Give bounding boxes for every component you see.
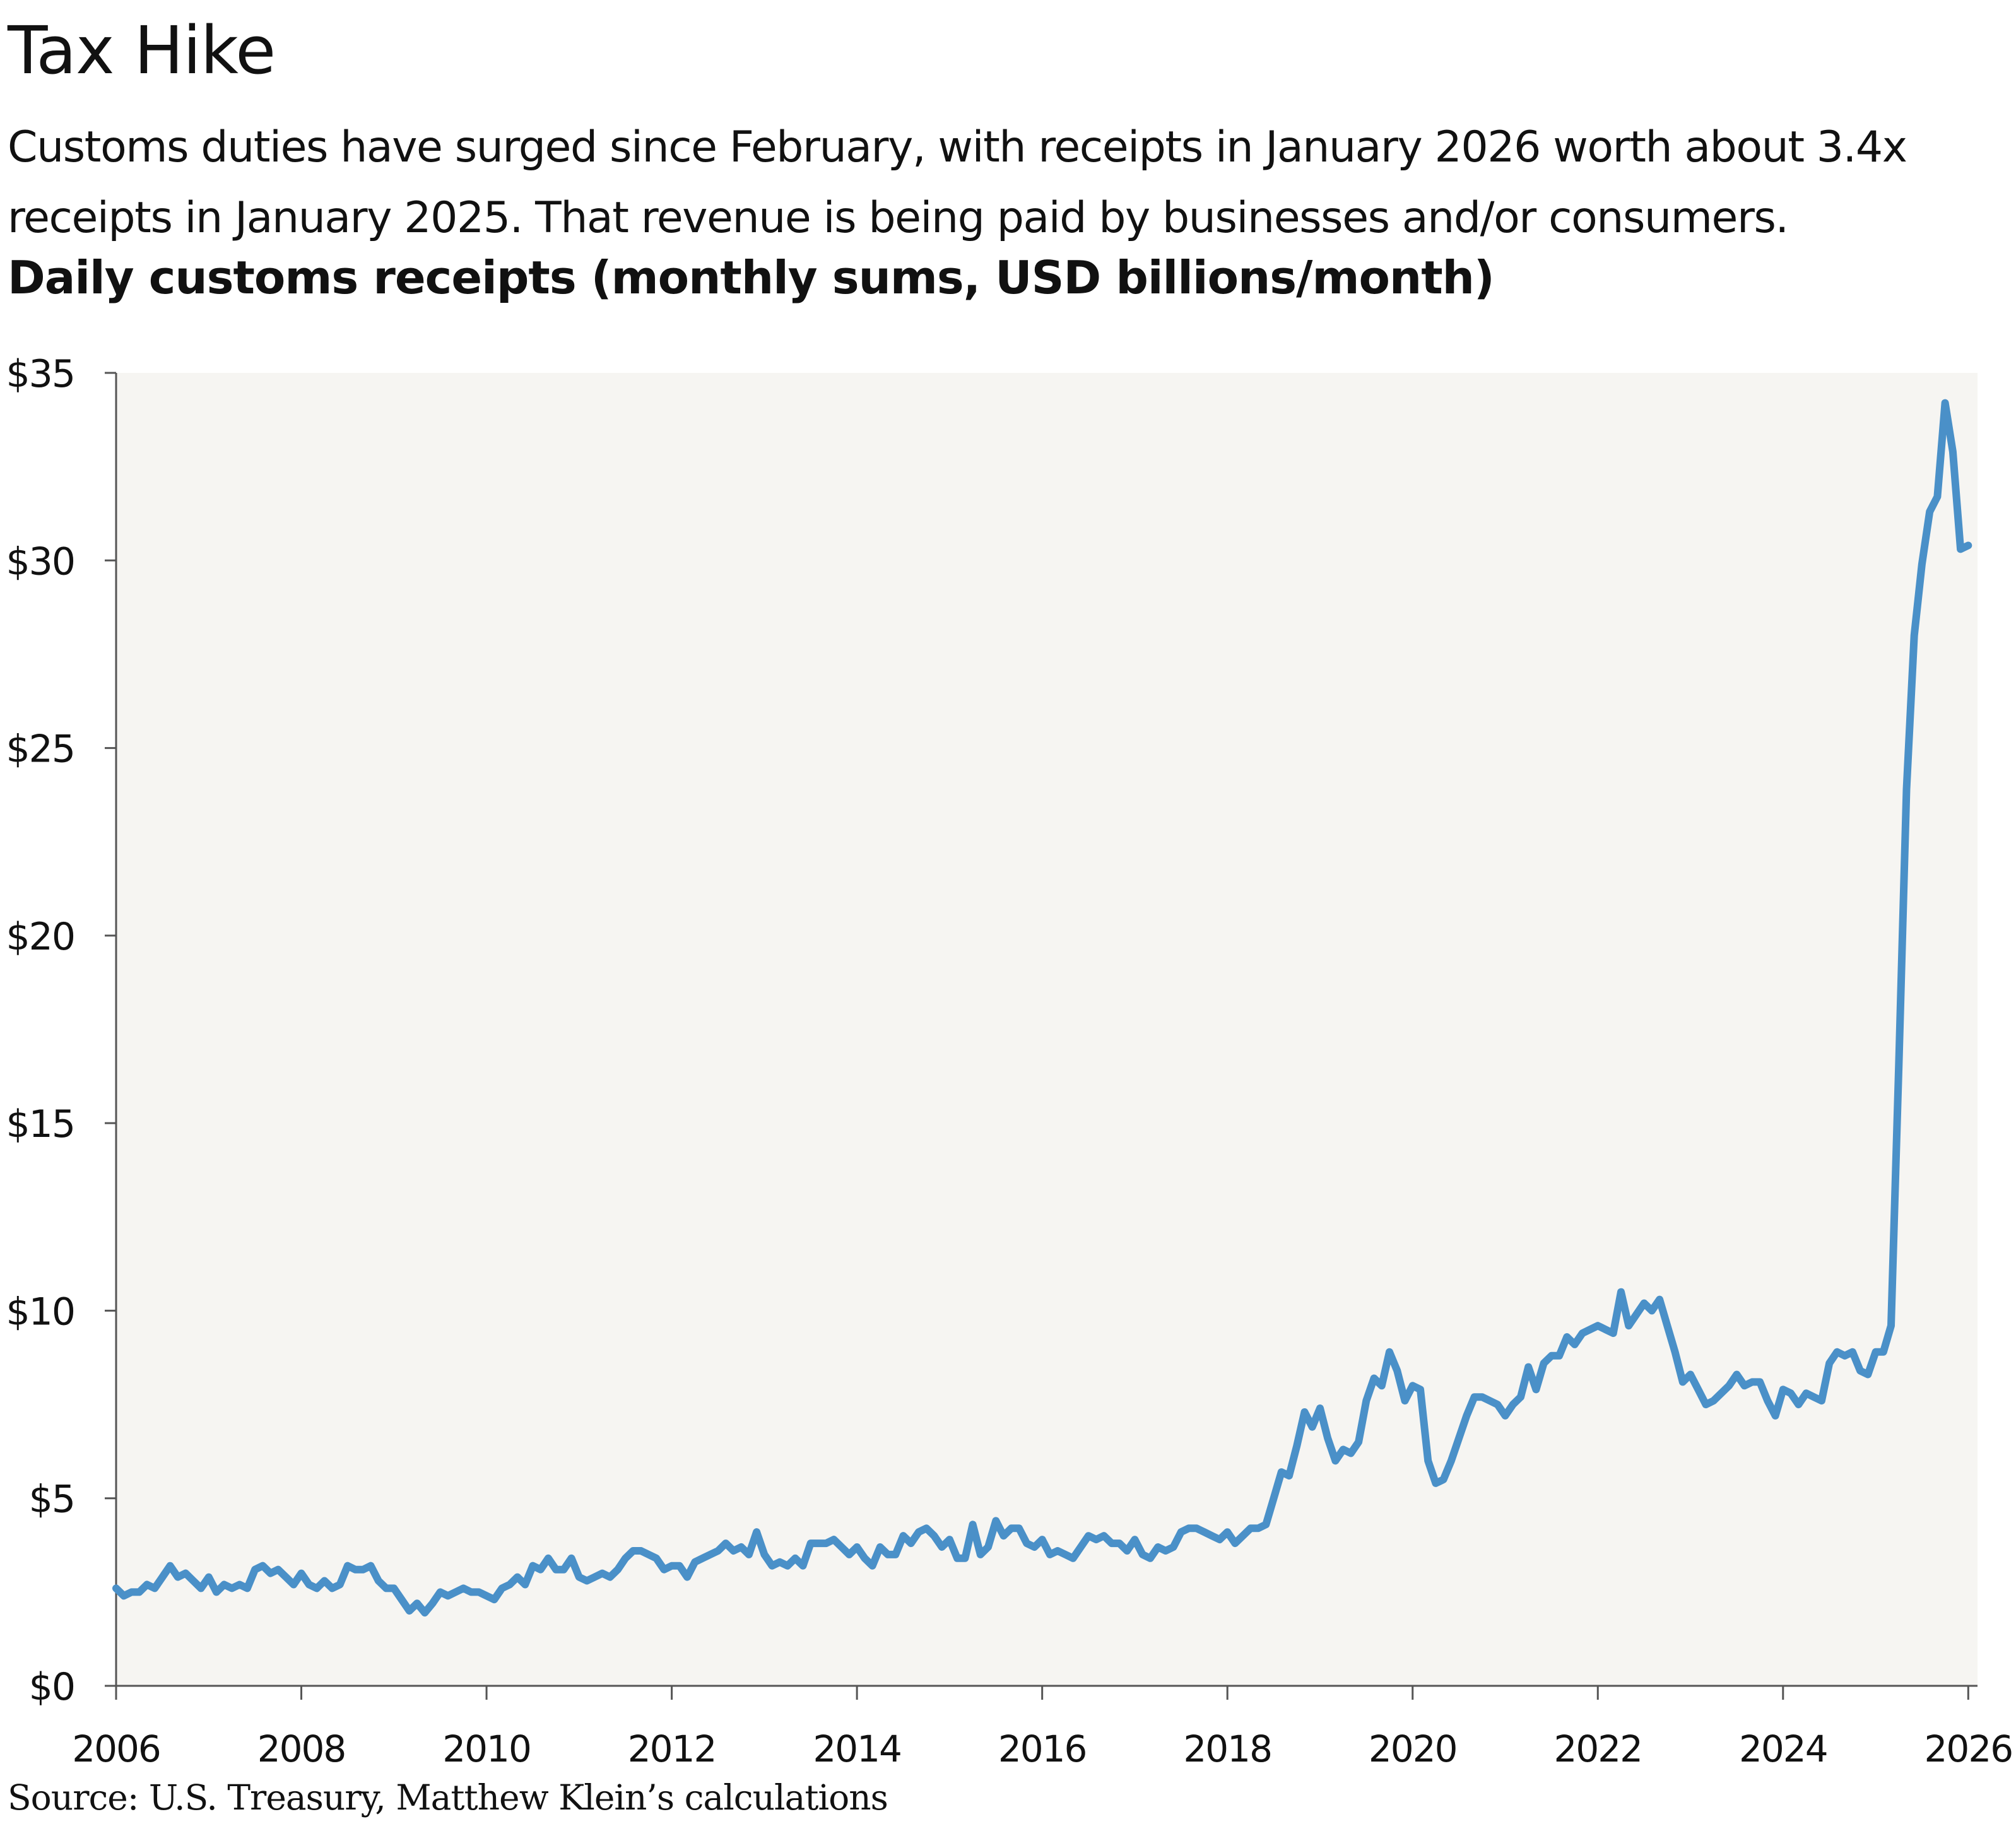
- y-tick-label: $35: [6, 352, 74, 396]
- subtitle-line-2: receipts in January 2025. That revenue i…: [8, 193, 1789, 243]
- y-tick-label: $15: [6, 1102, 74, 1146]
- series-line-customs-receipts: [112, 399, 1972, 1617]
- x-tick-label: 2026: [1925, 1727, 2013, 1770]
- x-tick-label: 2008: [257, 1727, 346, 1770]
- source-note: Source: U.S. Treasury, Matthew Klein’s c…: [8, 1777, 888, 1818]
- y-tick-label: $10: [6, 1290, 74, 1334]
- y-tick-label: $0: [29, 1665, 74, 1709]
- y-axis-ticks: $0 $5 $10 $15 $20 $25 $30 $35: [6, 352, 116, 1709]
- y-tick-label: $20: [6, 915, 74, 959]
- chart-subtitle: Customs duties have surged since Februar…: [8, 112, 2008, 254]
- y-tick-label: $30: [6, 539, 74, 584]
- y-tick-label: $5: [29, 1478, 74, 1522]
- x-axis-ticks: 2006 2008 2010 2012 2014 2016 2018 2020 2022 2024…: [72, 1686, 2013, 1770]
- subtitle-line-1: Customs duties have surged since Februar…: [8, 122, 1907, 172]
- chart-heading: Daily customs receipts (monthly sums, US…: [8, 251, 1495, 304]
- x-tick-label: 2012: [628, 1727, 716, 1770]
- x-tick-label: 2016: [998, 1727, 1087, 1770]
- x-tick-label: 2018: [1183, 1727, 1271, 1770]
- x-tick-label: 2014: [813, 1727, 901, 1770]
- chart-title: Tax Hike: [8, 12, 276, 89]
- y-tick-label: $25: [6, 727, 74, 772]
- x-tick-label: 2010: [442, 1727, 531, 1770]
- x-tick-label: 2020: [1369, 1727, 1457, 1770]
- plot-area: [116, 373, 1978, 1686]
- x-tick-label: 2006: [72, 1727, 160, 1770]
- x-tick-label: 2022: [1553, 1727, 1642, 1770]
- x-tick-label: 2024: [1739, 1727, 1827, 1770]
